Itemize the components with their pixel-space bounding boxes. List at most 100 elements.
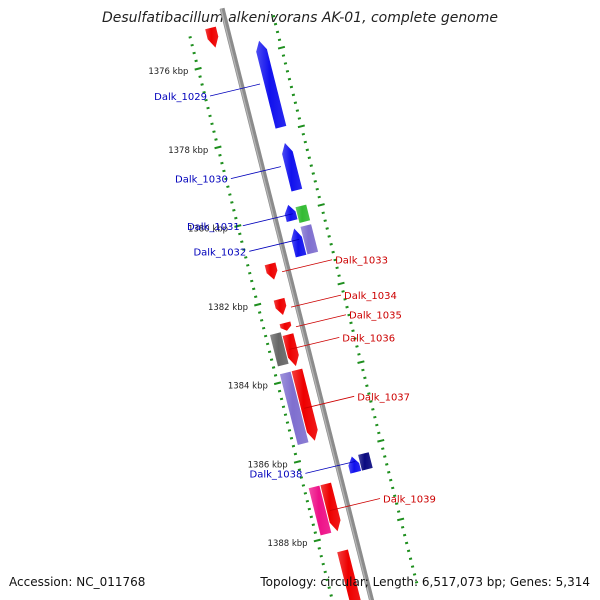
minor-tick (387, 470, 391, 474)
minor-tick (406, 549, 411, 553)
minor-tick (275, 30, 280, 34)
minor-tick (271, 14, 276, 18)
minor-tick (277, 389, 282, 393)
gene-label-dalk-1032: Dalk_1032 (193, 247, 246, 258)
scale-label: 1380 kbp (188, 224, 228, 234)
minor-tick (190, 43, 194, 47)
scale-label: 1388 kbp (268, 539, 308, 549)
gene-dalk-1036a (282, 333, 299, 367)
minor-tick (285, 421, 290, 424)
minor-tick (242, 248, 246, 251)
minor-tick (277, 38, 282, 42)
minor-tick (327, 235, 331, 238)
minor-tick (228, 193, 232, 196)
minor-tick (325, 578, 329, 582)
gene-dalk-1039a (320, 482, 341, 532)
gene-dalk-1038 (358, 452, 373, 471)
minor-tick (361, 368, 365, 372)
minor-tick (400, 525, 405, 529)
major-tick (194, 66, 202, 71)
minor-tick (265, 342, 270, 346)
minor-tick (279, 397, 284, 401)
minor-tick (281, 405, 286, 409)
gene-dalk-1030 (282, 143, 303, 192)
minor-tick (392, 494, 397, 498)
minor-tick (246, 263, 250, 267)
minor-tick (345, 305, 349, 309)
scale-label: 1386 kbp (248, 460, 288, 470)
minor-tick (311, 172, 315, 175)
minor-tick (375, 423, 379, 427)
minor-tick (309, 164, 313, 167)
minor-tick (293, 101, 298, 105)
gene-dalk-1034 (273, 297, 287, 315)
minor-tick (263, 334, 268, 338)
minor-tick (273, 374, 278, 377)
minor-tick (367, 392, 371, 395)
minor-tick (337, 274, 341, 278)
gene-label-dalk-1037: Dalk_1037 (357, 392, 410, 403)
minor-tick (283, 62, 288, 65)
genome-summary-text: Topology: circular; Length: 6,517,073 bp… (260, 575, 590, 589)
minor-tick (238, 232, 242, 236)
minor-tick (355, 345, 359, 348)
minor-tick (232, 208, 236, 212)
minor-tick (289, 436, 294, 440)
gene-dalk-1029 (256, 40, 287, 129)
minor-tick (305, 499, 310, 503)
minor-tick (301, 484, 306, 487)
minor-tick (319, 554, 323, 558)
major-tick (337, 281, 345, 286)
minor-tick (212, 130, 216, 133)
minor-tick (194, 59, 198, 63)
leader-line (304, 395, 355, 409)
gene-dalk-1032 (300, 224, 319, 255)
minor-tick (192, 51, 196, 55)
minor-tick (333, 258, 337, 262)
minor-tick (222, 169, 226, 173)
major-tick (313, 538, 321, 543)
minor-tick (369, 400, 373, 403)
major-tick (377, 438, 385, 443)
scale-label: 1382 kbp (208, 303, 248, 313)
minor-tick (271, 366, 276, 369)
minor-tick (202, 91, 206, 94)
minor-tick (329, 594, 333, 597)
gene-g-top-red (205, 26, 219, 48)
gene-label-dalk-1035: Dalk_1035 (349, 311, 402, 322)
minor-tick (301, 132, 306, 136)
minor-tick (287, 77, 292, 81)
minor-tick (317, 195, 321, 199)
gene-label-dalk-1033: Dalk_1033 (335, 256, 388, 267)
minor-tick (414, 580, 419, 584)
leader-line (290, 294, 342, 308)
minor-tick (373, 415, 377, 419)
minor-tick (188, 35, 192, 39)
minor-tick (234, 216, 238, 220)
minor-tick (293, 452, 298, 456)
gene-label-dalk-1029: Dalk_1029 (154, 92, 207, 103)
genome-title: Desulfatibacillum alkenivorans AK-01, co… (102, 10, 498, 26)
minor-tick (396, 510, 401, 513)
backbone-highlight (220, 8, 371, 600)
minor-tick (287, 429, 292, 432)
accession-text: Accession: NC_011768 (9, 575, 146, 589)
major-tick (254, 302, 262, 307)
minor-tick (402, 533, 407, 537)
scale-label: 1378 kbp (168, 146, 208, 156)
minor-tick (315, 187, 319, 191)
minor-tick (323, 219, 327, 222)
minor-tick (309, 515, 314, 519)
minor-tick (220, 161, 224, 165)
major-tick (317, 203, 325, 207)
minor-tick (412, 573, 417, 576)
minor-tick (240, 240, 244, 244)
major-tick (293, 460, 302, 464)
minor-tick (394, 502, 399, 506)
major-tick (277, 45, 286, 50)
minor-tick (353, 337, 357, 340)
gene-label-dalk-1034: Dalk_1034 (344, 291, 397, 302)
minor-tick (254, 295, 258, 299)
minor-tick (261, 326, 266, 330)
genome-backbone (219, 7, 375, 600)
